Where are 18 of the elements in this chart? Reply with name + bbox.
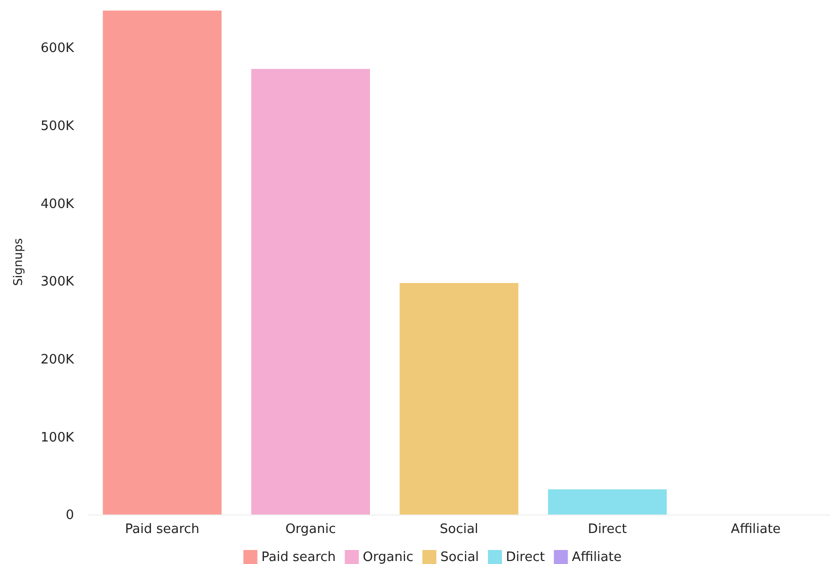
y-axis-title: Signups — [11, 238, 25, 286]
x-tick-label: Social — [440, 522, 478, 538]
legend-label: Organic — [362, 550, 414, 564]
y-tick-label: 300K — [40, 274, 74, 290]
y-tick-label: 200K — [40, 352, 74, 368]
legend-label: Paid search — [261, 550, 336, 564]
x-tick-label: Paid search — [124, 522, 200, 538]
y-tick-label: 500K — [40, 118, 74, 134]
x-tick-label: Direct — [588, 522, 627, 538]
y-tick-label: 400K — [40, 196, 74, 212]
y-tick-label: 0 — [66, 508, 74, 524]
legend-label: Social — [440, 550, 479, 564]
legend-label: Affiliate — [572, 550, 622, 564]
y-tick-label: 100K — [40, 430, 74, 446]
x-tick-label: Organic — [285, 522, 336, 538]
legend-label: Direct — [506, 550, 545, 564]
y-tick-label: 600K — [40, 41, 74, 56]
x-tick-label: Affiliate — [730, 522, 781, 538]
